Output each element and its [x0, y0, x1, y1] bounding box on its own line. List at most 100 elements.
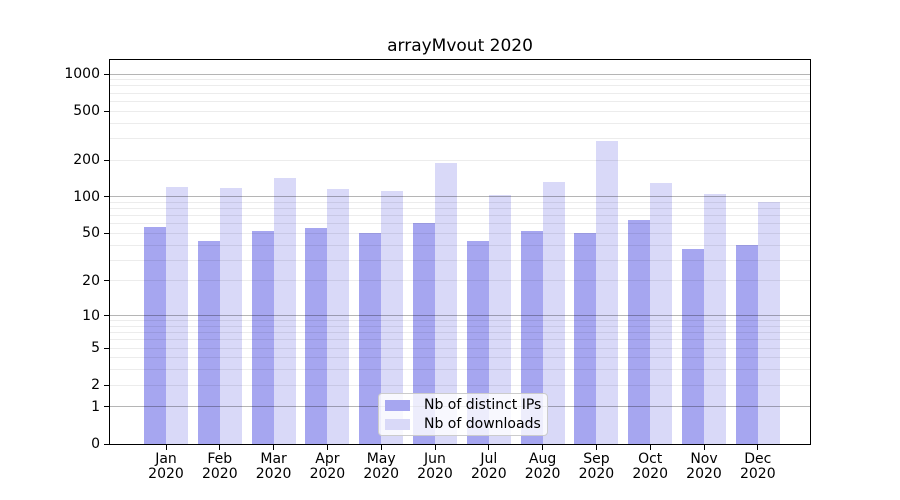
y-tick-label-1: 1: [91, 398, 100, 415]
x-tick-label-feb: Feb 2020: [201, 451, 238, 482]
x-tick-oct: [649, 445, 651, 450]
y-tick-20: [104, 280, 109, 282]
gridline-minor-900: [110, 79, 810, 81]
gridline-minor-5: [110, 347, 810, 349]
y-tick-1: [104, 406, 109, 408]
bar-downloads-mar: [273, 177, 296, 444]
gridline-major-100: [110, 196, 810, 198]
gridline-minor-70: [110, 215, 810, 217]
bar-downloads-feb: [219, 187, 242, 444]
x-tick-label-jun: Jun 2020: [417, 451, 453, 482]
x-tick-jan: [165, 445, 167, 450]
gridline-minor-500: [110, 110, 810, 112]
gridline-minor-30: [110, 259, 810, 261]
y-tick-label-1000: 1000: [64, 66, 100, 83]
x-tick-jul: [488, 445, 490, 450]
gridline-minor-400: [110, 122, 810, 124]
y-tick-label-0: 0: [91, 436, 100, 452]
x-tick-label-sep: Sep 2020: [578, 451, 615, 482]
y-tick-1000: [104, 73, 109, 75]
gridline-minor-50: [110, 232, 810, 234]
bars-layer: [110, 60, 810, 444]
y-tick-label-2: 2: [91, 377, 100, 394]
y-tick-50: [104, 232, 109, 234]
gridline-major-1000: [110, 73, 810, 75]
gridline-minor-80: [110, 208, 810, 210]
gridline-minor-90: [110, 201, 810, 203]
x-tick-label-aug: Aug 2020: [524, 451, 561, 482]
bar-distinct-ips-apr: [305, 227, 328, 444]
bar-downloads-oct: [650, 182, 673, 444]
bar-distinct-ips-mar: [251, 231, 274, 444]
legend-swatch-distinct-ips: [385, 399, 410, 411]
x-tick-apr: [326, 445, 328, 450]
bar-distinct-ips-dec: [735, 245, 758, 444]
bar-downloads-jan: [166, 186, 188, 444]
legend-swatch-downloads: [385, 418, 410, 430]
gridline-major-10: [110, 315, 810, 317]
bar-distinct-ips-jan: [144, 226, 166, 444]
grid-layer: [110, 60, 810, 444]
bar-downloads-jul: [488, 194, 511, 444]
x-tick-label-jan: Jan 2020: [148, 451, 184, 482]
y-tick-5: [104, 347, 109, 349]
gridline-minor-700: [110, 92, 810, 94]
legend-item-downloads: Nb of downloads: [385, 416, 541, 432]
y-tick-label-100: 100: [73, 188, 100, 205]
bar-distinct-ips-feb: [197, 241, 220, 444]
bar-downloads-aug: [542, 182, 565, 444]
gridline-minor-800: [110, 85, 810, 87]
gridline-minor-7: [110, 332, 810, 334]
y-tick-label-20: 20: [82, 272, 100, 289]
y-tick-2: [104, 384, 109, 386]
x-tick-aug: [542, 445, 544, 450]
bar-distinct-ips-may: [359, 233, 382, 444]
axes-layer: 0 1 2 5 10 20 50 100 200 500 1000 Jan 2020 Feb 2020 M…: [64, 60, 810, 481]
gridline-minor-60: [110, 223, 810, 225]
x-tick-feb: [219, 445, 221, 450]
gridline-minor-4: [110, 357, 810, 359]
bar-distinct-ips-aug: [520, 231, 543, 444]
x-tick-label-dec: Dec 2020: [739, 451, 776, 482]
gridline-minor-9: [110, 320, 810, 322]
bar-downloads-may: [381, 190, 404, 444]
y-tick-500: [104, 110, 109, 112]
gridline-minor-600: [110, 100, 810, 102]
x-tick-jun: [434, 445, 436, 450]
x-tick-sep: [595, 445, 597, 450]
legend-item-distinct-ips: Nb of distinct IPs: [385, 397, 542, 413]
x-tick-mar: [273, 445, 275, 450]
bar-downloads-dec: [757, 202, 780, 444]
bar-distinct-ips-nov: [682, 249, 704, 444]
bar-downloads-jun: [435, 163, 457, 444]
legend-label-distinct-ips: Nb of distinct IPs: [424, 397, 542, 413]
gridline-minor-40: [110, 244, 810, 246]
x-tick-dec: [757, 445, 759, 450]
x-tick-label-nov: Nov 2020: [686, 451, 722, 482]
x-tick-label-may: May 2020: [363, 451, 400, 482]
legend-label-downloads: Nb of downloads: [424, 416, 541, 432]
y-tick-label-500: 500: [73, 103, 100, 120]
y-tick-label-5: 5: [91, 340, 100, 357]
y-tick-label-50: 50: [82, 225, 100, 242]
bar-downloads-apr: [327, 188, 350, 444]
y-tick-100: [104, 196, 109, 198]
gridline-minor-8: [110, 325, 810, 327]
x-tick-label-mar: Mar 2020: [255, 451, 292, 482]
gridline-minor-300: [110, 137, 810, 139]
y-tick-label-200: 200: [73, 152, 100, 168]
legend: Nb of distinct IPs Nb of downloads: [378, 393, 548, 436]
x-tick-label-oct: Oct 2020: [632, 451, 669, 482]
gridline-minor-6: [110, 339, 810, 341]
plot-area: 0 1 2 5 10 20 50 100 200 500 1000 Jan 2020 Feb 2020 M…: [64, 59, 811, 482]
x-tick-nov: [703, 445, 705, 450]
x-tick-may: [380, 445, 382, 450]
gridline-minor-2: [110, 384, 810, 386]
gridline-minor-200: [110, 159, 810, 161]
bar-downloads-sep: [596, 140, 619, 444]
gridline-minor-3: [110, 369, 810, 371]
y-tick-200: [104, 159, 109, 161]
bar-distinct-ips-jun: [413, 223, 435, 444]
y-tick-0: [104, 443, 109, 445]
